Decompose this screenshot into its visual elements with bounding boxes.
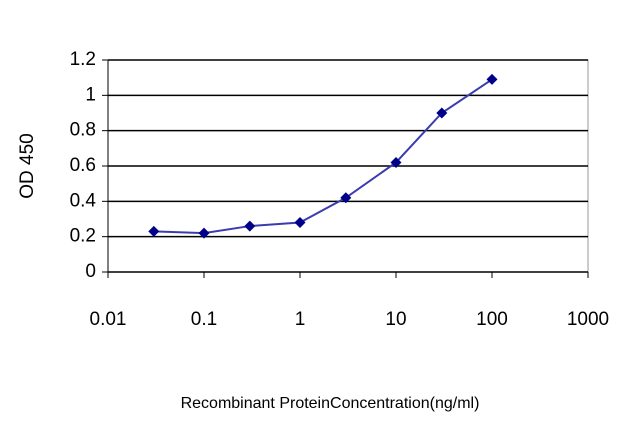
x-tick-label: 1 (295, 309, 306, 330)
x-tick-label: 10 (385, 309, 406, 330)
x-tick-label: 1000 (567, 309, 609, 330)
y-tick-label: 0 (85, 261, 96, 282)
y-tick-label: 0.4 (70, 190, 97, 211)
x-tick-label: 0.1 (191, 309, 217, 330)
data-point (436, 107, 448, 119)
series-line (153, 78, 493, 235)
data-point (340, 192, 352, 204)
x-tick-label: 0.01 (90, 309, 127, 330)
data-point (486, 73, 498, 85)
y-tick-label: 1.2 (70, 49, 96, 70)
data-point (148, 225, 160, 237)
x-axis-label: Recombinant ProteinConcentration(ng/ml) (181, 395, 480, 412)
data-point (294, 217, 306, 229)
data-point (390, 156, 402, 168)
data-point (244, 220, 256, 232)
y-tick-label: 0.6 (70, 155, 96, 176)
y-axis-label: OD 450 (17, 133, 38, 198)
y-tick-label: 0.2 (70, 226, 96, 247)
x-tick-label: 100 (476, 309, 508, 330)
data-point (198, 227, 210, 239)
y-tick-label: 0.8 (70, 120, 96, 141)
y-tick-label: 1 (85, 84, 96, 105)
